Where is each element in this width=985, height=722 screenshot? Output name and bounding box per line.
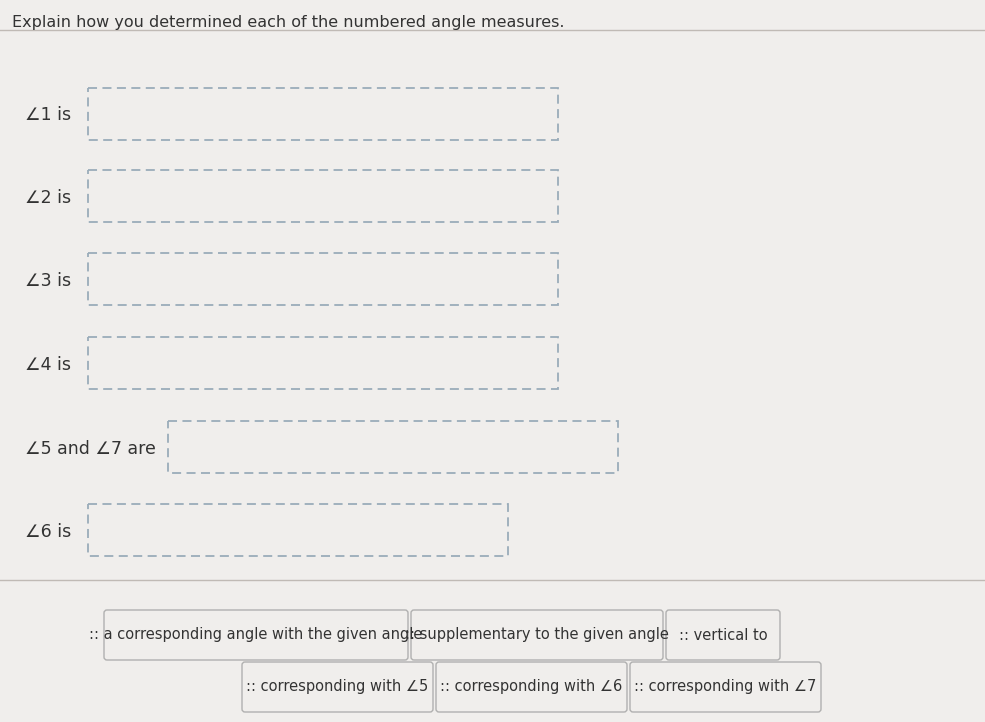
- FancyBboxPatch shape: [104, 610, 408, 660]
- Text: :: corresponding with ∠7: :: corresponding with ∠7: [634, 679, 817, 695]
- Text: ∠2 is: ∠2 is: [25, 189, 71, 207]
- FancyBboxPatch shape: [411, 610, 663, 660]
- Text: :: corresponding with ∠5: :: corresponding with ∠5: [246, 679, 428, 695]
- Text: ∠6 is: ∠6 is: [25, 523, 71, 541]
- Bar: [88, 504, 508, 556]
- Text: ∠5 and ∠7 are: ∠5 and ∠7 are: [25, 440, 156, 458]
- Text: :: vertical to: :: vertical to: [679, 627, 767, 643]
- Text: ∠3 is: ∠3 is: [25, 272, 71, 290]
- Text: ∠1 is: ∠1 is: [25, 106, 71, 124]
- FancyBboxPatch shape: [436, 662, 627, 712]
- FancyBboxPatch shape: [666, 610, 780, 660]
- Bar: [168, 421, 618, 473]
- Bar: [88, 170, 558, 222]
- Bar: [88, 337, 558, 389]
- Text: Explain how you determined each of the numbered angle measures.: Explain how you determined each of the n…: [12, 15, 564, 30]
- FancyBboxPatch shape: [630, 662, 821, 712]
- Text: :: supplementary to the given angle: :: supplementary to the given angle: [405, 627, 669, 643]
- Text: :: a corresponding angle with the given angle: :: a corresponding angle with the given …: [90, 627, 423, 643]
- Text: ∠4 is: ∠4 is: [25, 356, 71, 374]
- Text: :: corresponding with ∠6: :: corresponding with ∠6: [440, 679, 623, 695]
- FancyBboxPatch shape: [242, 662, 433, 712]
- Bar: [88, 253, 558, 305]
- Bar: [88, 88, 558, 140]
